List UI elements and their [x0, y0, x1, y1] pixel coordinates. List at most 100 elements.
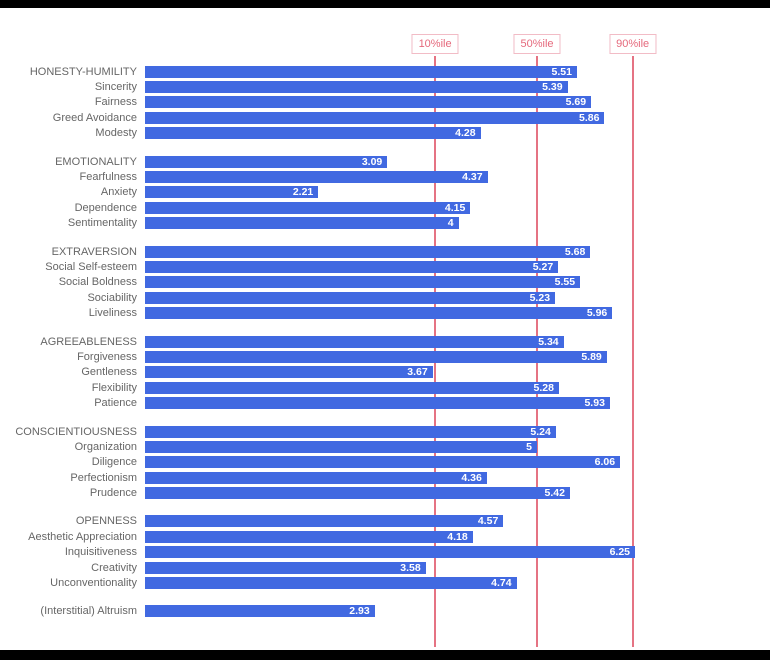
- category-label: Greed Avoidance: [52, 111, 137, 124]
- score-bar: 3.67: [145, 366, 433, 379]
- percentile-labels-layer: 10%ile 50%ile 90%ile: [0, 8, 770, 650]
- bar-row: Modesty 4.28: [0, 126, 770, 141]
- score-bar: 4.37: [145, 171, 488, 184]
- trait-group: HONESTY-HUMILITY 5.51 Sincerity 5.39 Fairnes…: [0, 64, 770, 141]
- category-label: Aesthetic Appreciation: [28, 530, 137, 543]
- trait-group: OPENNESS 4.57 Aesthetic Appreciation 4.18 In…: [0, 514, 770, 591]
- bar-row: EXTRAVERSION 5.68: [0, 244, 770, 259]
- score-value-label: 4.15: [444, 201, 466, 214]
- score-bar: 5.42: [145, 487, 570, 500]
- score-value-label: 6.25: [609, 546, 630, 559]
- bar-row: Forgiveness 5.89: [0, 349, 770, 364]
- bar-track: 5.42: [145, 487, 770, 500]
- bar-chart: HONESTY-HUMILITY 5.51 Sincerity 5.39 Fairnes…: [0, 8, 770, 650]
- category-label: Prudence: [89, 487, 137, 500]
- bar-track: 5.93: [145, 397, 770, 410]
- trait-group: EXTRAVERSION 5.68 Social Self-esteem 5.27 So…: [0, 244, 770, 321]
- bar-track: 2.93: [145, 605, 770, 618]
- score-value-label: 5.93: [584, 397, 605, 410]
- score-value-label: 5.39: [542, 81, 563, 94]
- category-label: EMOTIONALITY: [55, 155, 137, 168]
- score-value-label: 5.28: [533, 381, 554, 394]
- category-label: Forgiveness: [77, 350, 137, 363]
- score-bar: 4: [145, 217, 459, 230]
- score-bar: 5.34: [145, 335, 564, 348]
- bar-row: EMOTIONALITY 3.09: [0, 154, 770, 169]
- category-label: Fearfulness: [79, 171, 137, 184]
- score-bar: 4.18: [145, 530, 473, 543]
- score-value-label: 5.68: [564, 245, 586, 258]
- bar-row: Sociability 5.23: [0, 290, 770, 305]
- bar-track: 4.37: [145, 171, 770, 184]
- trait-group: CONSCIENTIOUSNESS 5.24 Organization 5 Dilige…: [0, 424, 770, 501]
- score-value-label: 5.24: [530, 425, 551, 438]
- bar-track: 3.67: [145, 366, 770, 379]
- category-label: Dependence: [74, 201, 137, 214]
- score-bar: 5.68: [145, 245, 591, 258]
- score-bar: 5.24: [145, 425, 556, 438]
- score-value-label: 2.93: [349, 605, 370, 618]
- bar-row: Fearfulness 4.37: [0, 169, 770, 184]
- percentile-line: [631, 56, 634, 647]
- bar-row: Unconventionality 4.74: [0, 575, 770, 590]
- bar-track: 5.24: [145, 425, 770, 438]
- bar-track: 4.74: [145, 577, 770, 590]
- score-bar: 2.93: [145, 605, 375, 618]
- score-value-label: 5.42: [544, 487, 565, 500]
- score-value-label: 4.36: [461, 471, 482, 484]
- bar-track: 6.06: [145, 456, 770, 469]
- bar-row: HONESTY-HUMILITY 5.51: [0, 64, 770, 79]
- bar-track: 5.39: [145, 81, 770, 94]
- score-bar: 4.15: [145, 201, 471, 214]
- bar-track: 6.25: [145, 546, 770, 559]
- category-label: Diligence: [91, 456, 137, 469]
- bar-track: 5.23: [145, 291, 770, 304]
- score-bar: 6.06: [145, 456, 621, 469]
- category-label: CONSCIENTIOUSNESS: [15, 425, 137, 438]
- score-value-label: 5.34: [538, 335, 559, 348]
- score-value-label: 3.58: [400, 561, 421, 574]
- category-label: Inquisitiveness: [64, 546, 137, 559]
- score-bar: 5.89: [145, 350, 607, 363]
- category-label: Social Boldness: [58, 276, 137, 289]
- category-label: Organization: [74, 440, 137, 453]
- score-bar: 4.57: [145, 515, 504, 528]
- percentile-label: 50%ile: [513, 34, 561, 54]
- category-label: Gentleness: [81, 366, 137, 379]
- score-bar: 6.25: [145, 546, 635, 559]
- bar-track: 5.51: [145, 65, 770, 78]
- bar-track: 4.57: [145, 515, 770, 528]
- category-label: Unconventionality: [50, 577, 137, 590]
- score-bar: 5.96: [145, 307, 613, 320]
- score-value-label: 5.69: [565, 96, 587, 109]
- category-label: Creativity: [91, 561, 137, 574]
- score-value-label: 5.89: [581, 350, 602, 363]
- score-value-label: 3.09: [361, 155, 383, 168]
- score-value-label: 4.28: [455, 127, 476, 140]
- category-label: (Interstitial) Altruism: [40, 605, 137, 618]
- bar-row: Prudence 5.42: [0, 485, 770, 500]
- category-label: HONESTY-HUMILITY: [29, 65, 137, 78]
- bar-track: 5.27: [145, 260, 770, 273]
- category-label: Sincerity: [94, 81, 137, 94]
- bar-row: Flexibility 5.28: [0, 380, 770, 395]
- score-bar: 5.55: [145, 276, 581, 289]
- score-value-label: 4: [447, 217, 454, 230]
- bar-track: 5: [145, 440, 770, 453]
- bar-track: 5.28: [145, 381, 770, 394]
- bar-row: Greed Avoidance 5.86: [0, 110, 770, 125]
- bar-track: 4.28: [145, 127, 770, 140]
- bar-row: Sincerity 5.39: [0, 79, 770, 94]
- bar-row: Inquisitiveness 6.25: [0, 545, 770, 560]
- bar-row: Diligence 6.06: [0, 455, 770, 470]
- bar-track: 2.21: [145, 186, 770, 199]
- score-bar: 4.28: [145, 127, 481, 140]
- score-bar: 5.23: [145, 291, 556, 304]
- score-bar: 5.28: [145, 381, 559, 394]
- trait-group: AGREEABLENESS 5.34 Forgiveness 5.89 Gentlene…: [0, 334, 770, 411]
- bar-row: Aesthetic Appreciation 4.18: [0, 529, 770, 544]
- score-bar: 5.39: [145, 81, 568, 94]
- score-bar: 3.58: [145, 561, 426, 574]
- bar-track: 3.09: [145, 155, 770, 168]
- bar-row: Dependence 4.15: [0, 200, 770, 215]
